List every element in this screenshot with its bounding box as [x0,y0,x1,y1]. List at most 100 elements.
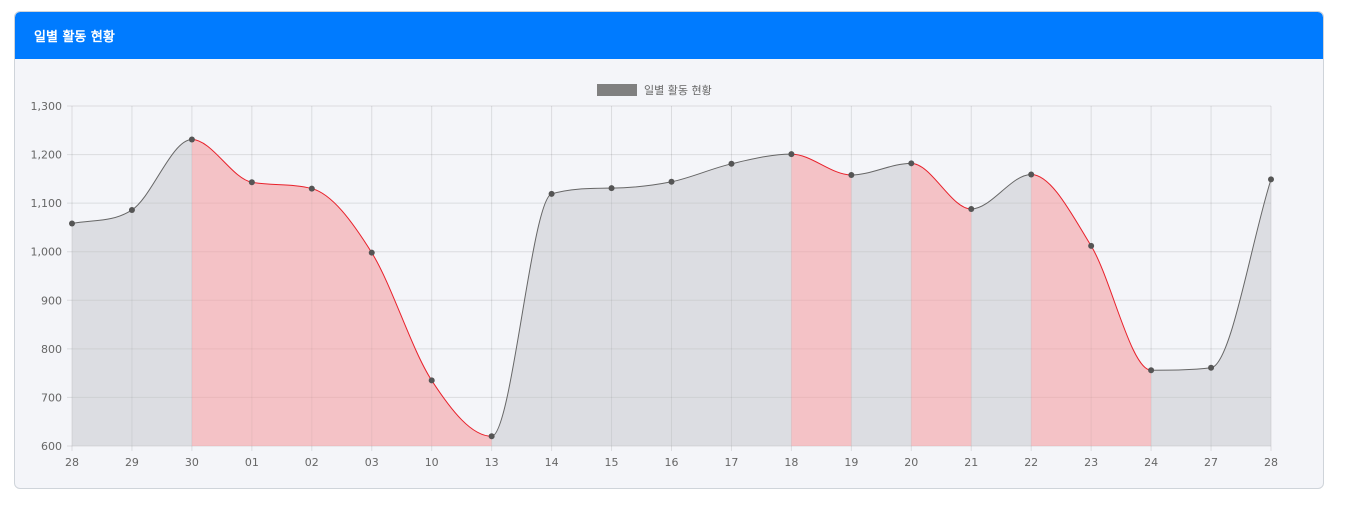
line-segment-up [671,163,732,183]
area-segment-down [311,188,372,447]
line-segment-down [791,153,852,176]
area-segment-up [611,181,672,446]
line-segment-down [191,139,252,183]
x-tick-label: 01 [245,456,259,469]
chart-area: 일별 활동 현황 600 700 800 900 1,000 1,100 1,200 1,30… [15,59,1323,488]
x-tick-label: 28 [1264,456,1278,469]
legend-swatch [597,84,637,96]
x-tick-label: 30 [185,456,199,469]
area-segment-down [1031,174,1092,446]
data-point [188,136,195,143]
chart-legend[interactable]: 일별 활동 현황 [597,83,712,97]
data-point [908,160,915,167]
area-segment-down [911,163,972,447]
x-tick-label: 20 [904,456,918,469]
data-point [248,179,255,186]
data-point [1268,176,1274,183]
data-point [608,185,615,192]
y-tick-label: 600 [41,440,62,453]
data-point [308,185,315,192]
line-segment-up [731,153,792,165]
x-tick-label: 21 [964,456,978,469]
data-point [788,151,795,158]
y-tick-label: 1,200 [31,149,63,162]
line-segment-up [611,181,672,189]
area-segment-up [1151,367,1212,446]
line-segment-down [251,181,312,190]
area-segment-up [72,209,132,446]
y-tick-label: 900 [41,294,62,307]
area-segment-up [851,163,912,447]
line-segment-down [911,162,972,210]
y-tick-label: 700 [41,391,62,404]
x-tick-label: 28 [65,456,79,469]
x-tick-label: 15 [605,456,619,469]
x-tick-label: 14 [545,456,559,469]
chart-lines [71,139,1272,437]
area-segment-up [551,188,612,447]
x-tick-label: 16 [665,456,679,469]
data-point [1028,171,1035,178]
data-point [668,178,675,185]
data-point [428,377,435,384]
area-segment-up [731,154,792,446]
x-tick-label: 29 [125,456,139,469]
data-point [488,433,495,440]
area-segment-down [191,139,252,446]
activity-card: 일별 활동 현황 일별 활동 현황 600 700 800 900 1,000 1,100… [14,11,1324,489]
chart-fills [72,139,1271,447]
x-tick-label: 23 [1084,456,1098,469]
data-point [69,220,75,227]
line-segment-up [551,187,612,195]
line-segment-up [851,162,912,176]
area-segment-up [1211,179,1271,446]
area-segment-down [251,182,312,446]
x-axis: 28 29 30 01 02 03 10 13 14 15 16 17 18 19 20 21 22 23 24 27… [65,456,1278,469]
line-segment-down [311,188,373,253]
data-point [128,206,135,213]
data-point [368,249,375,256]
data-point [1088,242,1095,249]
x-tick-label: 17 [724,456,738,469]
line-segment-up [131,139,192,211]
y-tick-label: 800 [41,343,62,356]
area-segment-down [1091,245,1152,446]
area-segment-down [791,154,852,446]
x-tick-label: 03 [365,456,379,469]
line-segment-down [371,252,433,381]
line-segment-up [491,193,552,437]
area-segment-up [971,174,1032,446]
x-tick-label: 24 [1144,456,1158,469]
data-point [728,160,735,167]
x-tick-label: 18 [784,456,798,469]
x-tick-label: 22 [1024,456,1038,469]
y-axis: 600 700 800 900 1,000 1,100 1,200 1,300 [31,100,63,453]
x-tick-label: 10 [425,456,439,469]
area-segment-down [371,252,432,446]
line-segment-down [1031,173,1092,247]
x-tick-label: 27 [1204,456,1218,469]
activity-chart: 일별 활동 현황 600 700 800 900 1,000 1,100 1,200 1,30… [31,83,1279,469]
area-segment-up [131,139,192,446]
data-point [848,171,855,178]
line-segment-up [1210,179,1272,369]
x-tick-label: 13 [485,456,499,469]
y-tick-label: 1,300 [31,100,63,113]
x-tick-label: 19 [844,456,858,469]
card-title: 일별 활동 현황 [34,30,115,45]
line-segment-down [1090,245,1152,371]
y-tick-label: 1,100 [31,197,63,210]
y-tick-label: 1,000 [31,246,63,259]
line-segment-up [71,209,133,225]
data-point [1148,367,1155,374]
x-tick-label: 02 [305,456,319,469]
card-header: 일별 활동 현황 [15,12,1323,59]
line-segment-up [1151,367,1212,371]
data-point [1208,364,1215,371]
data-point [548,190,555,197]
line-segment-down [431,380,492,437]
legend-label: 일별 활동 현황 [644,83,712,97]
chart-points [69,136,1274,440]
data-point [968,205,975,212]
area-segment-down [431,380,492,446]
